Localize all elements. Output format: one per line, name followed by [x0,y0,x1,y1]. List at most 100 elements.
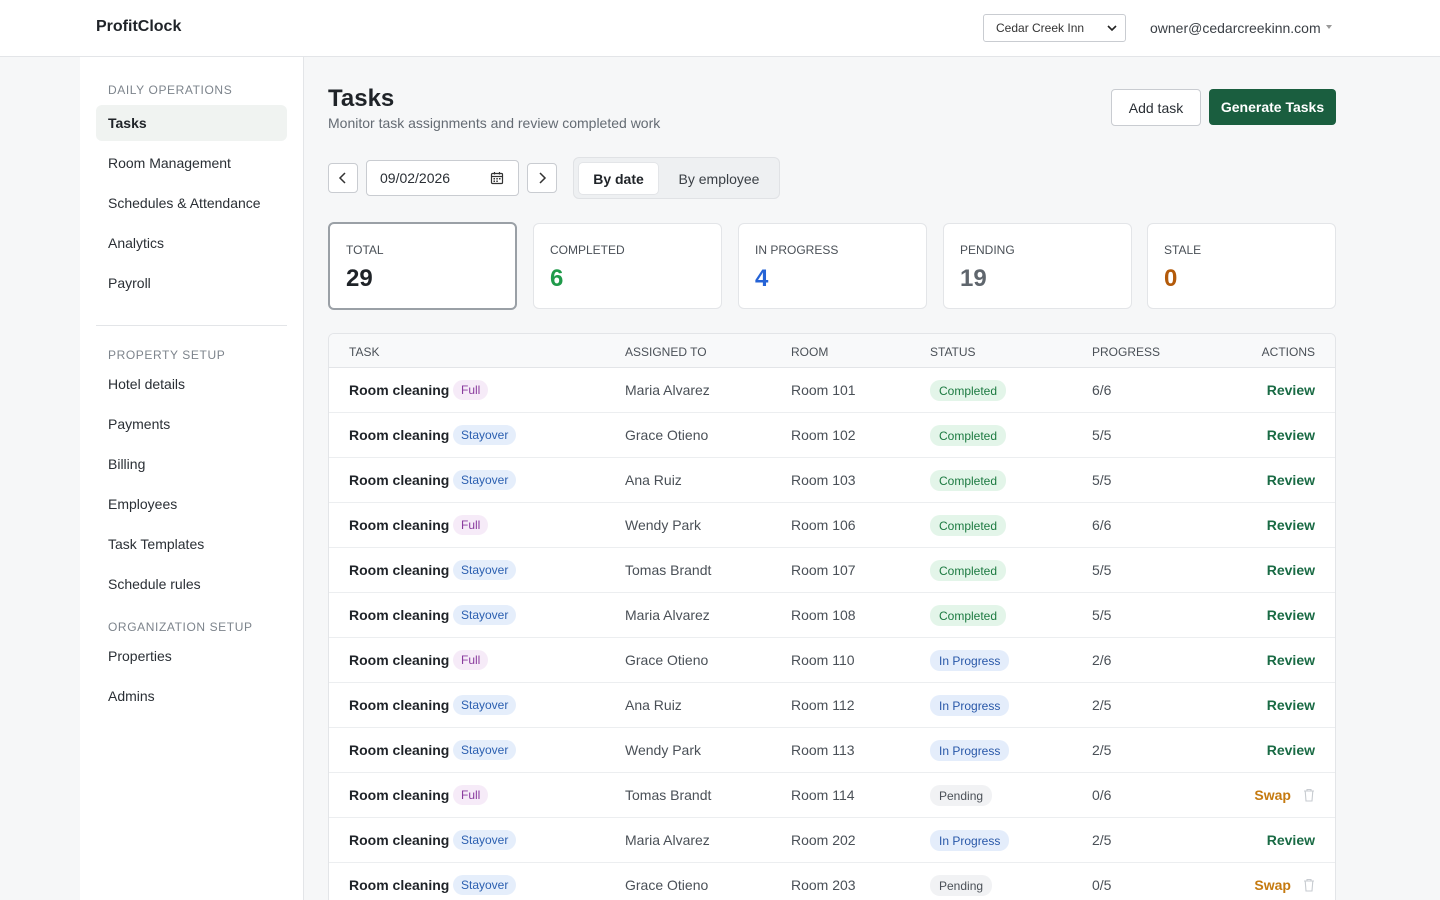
column-header-actions: ACTIONS [1261,345,1315,359]
stat-card-completed[interactable]: COMPLETED 6 [533,223,722,309]
sidebar-item-admins[interactable]: Admins [108,688,155,704]
sidebar-item-payroll[interactable]: Payroll [108,275,151,291]
property-select[interactable]: Cedar Creek Inn [983,14,1126,42]
stat-card-in-progress[interactable]: IN PROGRESS 4 [738,223,927,309]
review-button[interactable]: Review [1266,697,1315,713]
table-row: Room cleaning Stayover Ana Ruiz Room 103 Com… [329,458,1335,503]
task-name: Room cleaning [349,697,450,713]
sidebar-item-schedule-rules[interactable]: Schedule rules [108,576,201,592]
assigned-to: Maria Alvarez [625,607,710,623]
assigned-to: Grace Otieno [625,652,709,668]
assigned-to: Maria Alvarez [625,832,710,848]
stat-card-stale[interactable]: STALE 0 [1147,223,1336,309]
review-button[interactable]: Review [1266,427,1315,443]
progress-value: 5/5 [1092,562,1112,578]
column-header-task: TASK [349,345,380,359]
add-task-button[interactable]: Add task [1111,89,1201,126]
task-type-tag: Full [453,515,489,535]
status-badge: Completed [930,560,1007,581]
date-input[interactable]: 09/02/2026 [366,160,519,196]
assigned-to: Maria Alvarez [625,382,710,398]
status-badge: Completed [930,605,1007,626]
sidebar-item-analytics[interactable]: Analytics [108,235,165,251]
section-title-organization-setup: ORGANIZATION SETUP [108,620,253,634]
task-type-tag: Stayover [453,470,517,490]
room-number: Room 112 [791,697,855,713]
task-type-tag: Stayover [453,875,517,895]
stat-label: TOTAL [346,243,384,257]
calendar-icon[interactable] [490,171,504,185]
sidebar-item-schedules-attendance[interactable]: Schedules & Attendance [108,195,261,211]
trash-icon[interactable] [1303,878,1315,892]
status-badge: In Progress [930,830,1010,851]
sidebar-item-room-management[interactable]: Room Management [108,155,231,171]
sidebar-item-payments[interactable]: Payments [108,416,171,432]
column-header-progress: PROGRESS [1092,345,1161,359]
room-number: Room 203 [791,877,856,893]
stat-value: 29 [346,265,373,292]
status-badge: In Progress [930,695,1010,716]
sidebar-item-employees[interactable]: Employees [108,496,178,512]
stat-card-pending[interactable]: PENDING 19 [943,223,1132,309]
task-type-tag: Stayover [453,560,517,580]
review-button[interactable]: Review [1266,517,1315,533]
swap-button[interactable]: Swap [1254,787,1291,803]
sidebar-item-hotel-details[interactable]: Hotel details [108,376,186,392]
review-button[interactable]: Review [1266,742,1315,758]
task-name: Room cleaning [349,382,450,398]
review-button[interactable]: Review [1266,832,1315,848]
view-by-date[interactable]: By date [579,163,658,194]
section-title-property-setup: PROPERTY SETUP [108,348,226,362]
progress-value: 2/5 [1092,742,1112,758]
assigned-to: Tomas Brandt [625,562,712,578]
sidebar-item-tasks[interactable]: Tasks [96,105,287,141]
column-header-assigned-to: ASSIGNED TO [625,345,707,359]
column-header-room: ROOM [791,345,829,359]
room-number: Room 108 [791,607,856,623]
top-bar: ProfitClock Cedar Creek Inn owner@cedarc… [0,0,1440,57]
status-badge: Completed [930,380,1007,401]
status-badge: In Progress [930,740,1010,761]
sidebar-item-billing[interactable]: Billing [108,456,146,472]
task-type-tag: Full [453,785,489,805]
next-day-button[interactable] [527,163,557,193]
assigned-to: Grace Otieno [625,877,709,893]
previous-day-button[interactable] [328,163,358,193]
progress-value: 2/5 [1092,697,1112,713]
task-name: Room cleaning [349,742,450,758]
review-button[interactable]: Review [1266,652,1315,668]
task-name: Room cleaning [349,787,450,803]
table-row: Room cleaning Full Tomas Brandt Room 114 Pen… [329,773,1335,818]
stat-card-total[interactable]: TOTAL 29 [328,222,517,310]
task-name: Room cleaning [349,832,450,848]
table-row: Room cleaning Full Grace Otieno Room 110 In … [329,638,1335,683]
view-by-employee[interactable]: By employee [678,170,760,187]
assigned-to: Ana Ruiz [625,472,682,488]
table-header: TASK ASSIGNED TO ROOM STATUS PROGRESS AC… [329,334,1335,368]
table-row: Room cleaning Stayover Grace Otieno Room 10… [329,413,1335,458]
task-type-tag: Stayover [453,740,517,760]
table-row: Room cleaning Stayover Maria Alvarez Room 2… [329,818,1335,863]
room-number: Room 110 [791,652,855,668]
table-row: Room cleaning Stayover Ana Ruiz Room 112 In … [329,683,1335,728]
brand-logo[interactable]: ProfitClock [96,18,182,35]
review-button[interactable]: Review [1266,562,1315,578]
room-number: Room 107 [791,562,856,578]
user-menu[interactable]: owner@cedarcreekinn.com [1150,20,1321,36]
room-number: Room 106 [791,517,856,533]
trash-icon[interactable] [1303,788,1315,802]
page-subtitle: Monitor task assignments and review comp… [328,115,661,131]
status-badge: Pending [930,785,993,806]
tasks-table: TASK ASSIGNED TO ROOM STATUS PROGRESS AC… [328,333,1336,900]
swap-button[interactable]: Swap [1254,877,1291,893]
status-badge: Completed [930,470,1007,491]
progress-value: 0/6 [1092,787,1112,803]
caret-down-icon[interactable] [1326,25,1332,29]
review-button[interactable]: Review [1266,382,1315,398]
review-button[interactable]: Review [1266,607,1315,623]
review-button[interactable]: Review [1266,472,1315,488]
generate-tasks-button[interactable]: Generate Tasks [1209,89,1336,125]
sidebar-item-task-templates[interactable]: Task Templates [108,536,205,552]
status-badge: Pending [930,875,993,896]
sidebar-item-properties[interactable]: Properties [108,648,172,664]
